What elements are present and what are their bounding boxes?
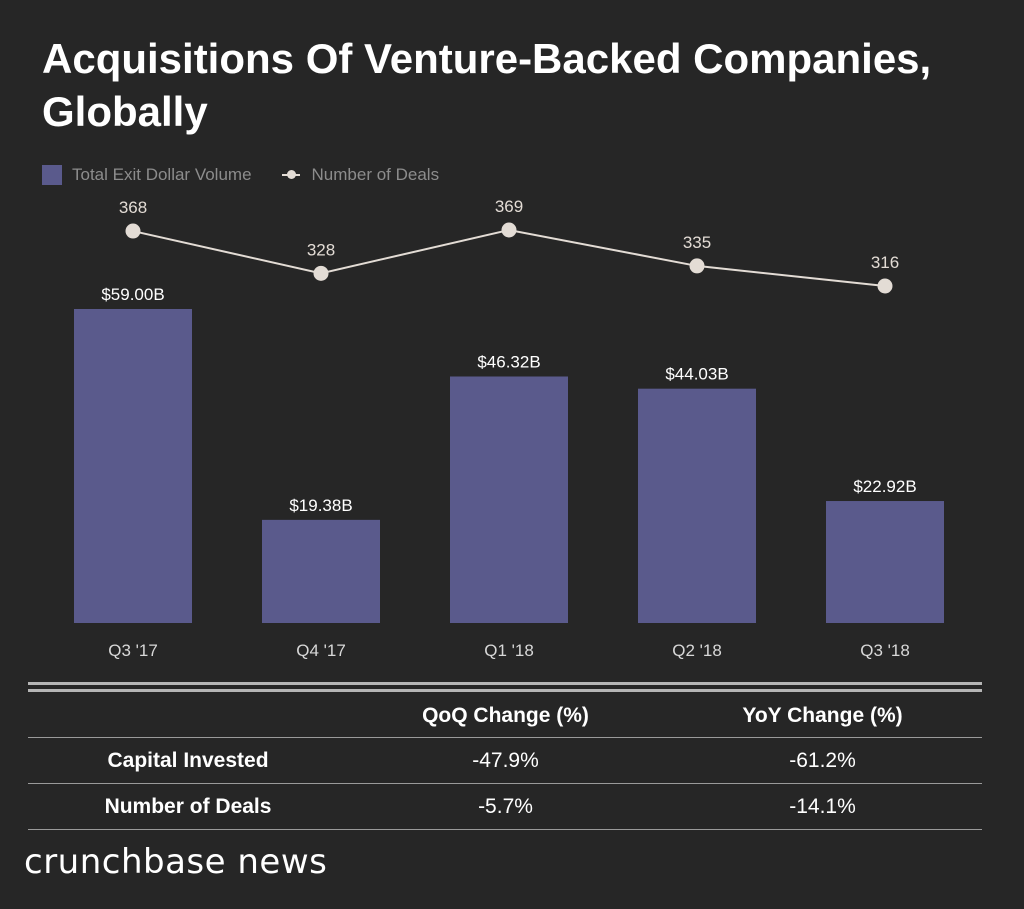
bar-2 bbox=[450, 376, 568, 623]
bar-value-label: $59.00B bbox=[101, 285, 164, 304]
deal-value-label: 328 bbox=[307, 240, 335, 259]
bar-value-label: $22.92B bbox=[853, 477, 916, 496]
deals-line bbox=[132, 228, 886, 287]
change-table: QoQ Change (%) YoY Change (%) Capital In… bbox=[28, 695, 982, 830]
deal-value-label: 368 bbox=[119, 198, 147, 217]
table-header-row: QoQ Change (%) YoY Change (%) bbox=[28, 695, 982, 738]
capital-qoq-value: -47.9% bbox=[472, 748, 539, 772]
legend: Total Exit Dollar Volume Number of Deals bbox=[42, 164, 439, 186]
x-tick-label: Q1 '18 bbox=[484, 641, 534, 660]
legend-item-bar: Total Exit Dollar Volume bbox=[42, 165, 252, 185]
chart-title: Acquisitions Of Venture-Backed Companies… bbox=[42, 35, 932, 135]
x-tick-label: Q4 '17 bbox=[296, 641, 346, 660]
x-tick-label: Q3 '18 bbox=[860, 641, 910, 660]
table-top-rule-2 bbox=[28, 689, 982, 692]
deal-value-label: 335 bbox=[683, 233, 711, 252]
capital-yoy-value: -61.2% bbox=[789, 748, 856, 772]
x-tick-label: Q2 '18 bbox=[672, 641, 722, 660]
deal-point-1 bbox=[313, 265, 329, 281]
bar-4 bbox=[826, 501, 944, 623]
table-row: Capital Invested -47.9% -61.2% bbox=[28, 738, 982, 784]
x-tick-label: Q3 '17 bbox=[108, 641, 158, 660]
deal-value-label: 316 bbox=[871, 253, 899, 272]
deals-yoy-value: -14.1% bbox=[789, 794, 856, 818]
row-label-deals: Number of Deals bbox=[104, 794, 272, 818]
bar-swatch-icon bbox=[42, 165, 62, 185]
bar-value-label: $44.03B bbox=[665, 365, 728, 384]
brand-logo: crunchbase news bbox=[24, 842, 328, 882]
deals-qoq-value: -5.7% bbox=[478, 794, 533, 818]
chart-svg: $59.00B Q3 '17 $19.38B Q4 '17 $46.32B Q1 '18 $… bbox=[74, 197, 944, 660]
table-top-rule bbox=[28, 682, 982, 685]
bar-value-label: $19.38B bbox=[289, 496, 352, 515]
deal-value-label: 369 bbox=[495, 197, 523, 216]
deal-point-3 bbox=[689, 258, 705, 274]
row-label-capital: Capital Invested bbox=[107, 748, 269, 772]
legend-label-bar: Total Exit Dollar Volume bbox=[72, 165, 252, 184]
bar-1 bbox=[262, 519, 380, 623]
legend-item-line: Number of Deals bbox=[252, 165, 440, 185]
bar-3 bbox=[638, 388, 756, 623]
bar-value-label: $46.32B bbox=[477, 352, 540, 371]
legend-label-line: Number of Deals bbox=[311, 165, 440, 184]
deal-point-0 bbox=[125, 223, 141, 239]
bar-0 bbox=[74, 309, 192, 623]
table-header-yoy: YoY Change (%) bbox=[742, 704, 903, 727]
table-header-qoq: QoQ Change (%) bbox=[422, 704, 589, 727]
deal-point-4 bbox=[877, 278, 893, 294]
deal-point-2 bbox=[501, 222, 517, 238]
table-row: Number of Deals -5.7% -14.1% bbox=[28, 784, 982, 830]
line-marker-icon bbox=[281, 170, 300, 179]
